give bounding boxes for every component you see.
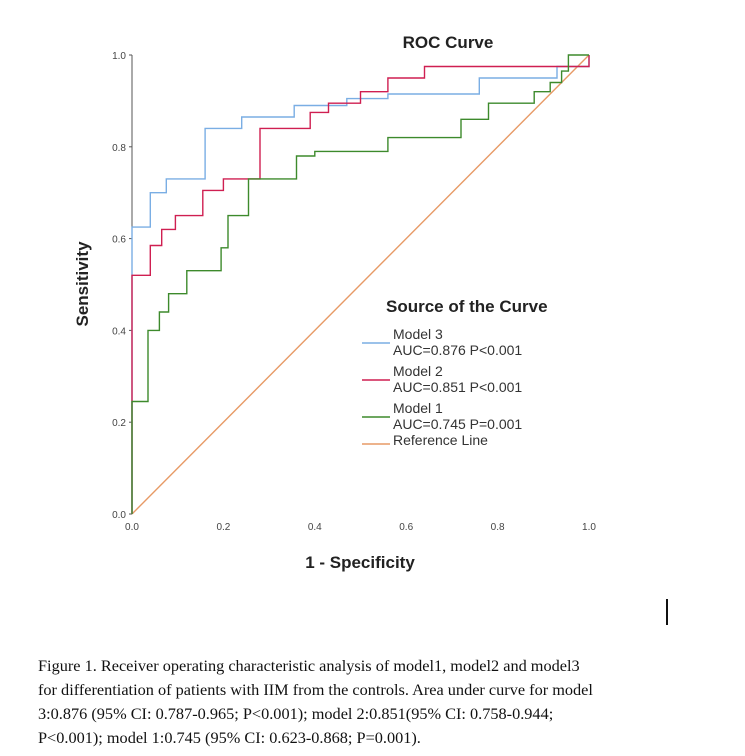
legend-auc-label: AUC=0.851 P<0.001: [393, 379, 522, 395]
series-line-model-1: [131, 54, 589, 514]
legend-auc-label: AUC=0.876 P<0.001: [393, 342, 522, 358]
series-line-model-2: [131, 55, 590, 514]
legend-title: Source of the Curve: [386, 297, 548, 316]
text-cursor: [666, 599, 668, 625]
series-line-model-3: [131, 55, 590, 514]
x-tick-label: 0.8: [491, 522, 505, 533]
figure-caption: Figure 1. Receiver operating characteris…: [38, 654, 698, 750]
x-tick-label: 0.2: [216, 522, 230, 533]
caption-line: Figure 1. Receiver operating characteris…: [38, 656, 580, 675]
y-tick-label: 0.6: [112, 235, 126, 246]
caption-line: P<0.001); model 1:0.745 (95% CI: 0.623-0…: [38, 728, 421, 747]
y-tick-label: 0.8: [112, 143, 126, 154]
series-lines: [131, 54, 590, 515]
series-line-reference-line: [131, 54, 590, 515]
roc-chart: ROC Curve 0.00.20.40.60.81.0 0.0 0.2 0.4 0.…: [0, 0, 745, 640]
y-axis-label: Sensitivity: [73, 241, 92, 327]
x-tick-label: 0.0: [125, 522, 139, 533]
legend-label: Model 3: [393, 326, 443, 342]
legend-auc-label: AUC=0.745 P=0.001: [393, 416, 522, 432]
chart-title: ROC Curve: [403, 33, 494, 52]
y-tick-label: 0.2: [112, 418, 126, 429]
plot-background: [0, 0, 745, 640]
caption-line: for differentiation of patients with IIM…: [38, 680, 593, 699]
legend-label: Model 2: [393, 363, 443, 379]
y-tick-label: 0.4: [112, 326, 126, 337]
legend-label: Reference Line: [393, 432, 488, 448]
x-tick-labels: 0.0 0.2 0.4 0.6 0.8 1.0: [125, 522, 596, 533]
x-tick-label: 0.4: [308, 522, 322, 533]
y-tick-label: 0.0: [112, 510, 126, 521]
caption-line: 3:0.876 (95% CI: 0.787-0.965; P<0.001); …: [38, 704, 554, 723]
x-tick-label: 0.6: [399, 522, 413, 533]
x-tick-label: 1.0: [582, 522, 596, 533]
x-axis-label: 1 - Specificity: [305, 553, 415, 572]
y-tick-label: 1.0: [112, 51, 126, 62]
legend-label: Model 1: [393, 400, 443, 416]
